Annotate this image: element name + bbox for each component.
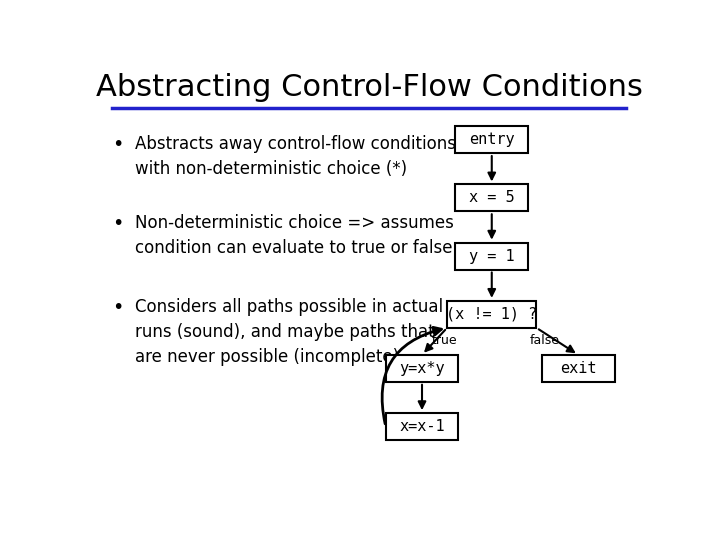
FancyArrowPatch shape (382, 327, 441, 424)
Text: true: true (431, 334, 457, 347)
FancyBboxPatch shape (456, 242, 528, 269)
Text: •: • (112, 298, 124, 316)
FancyBboxPatch shape (447, 301, 536, 328)
Text: •: • (112, 136, 124, 154)
Text: x = 5: x = 5 (469, 191, 515, 205)
Text: x=x-1: x=x-1 (399, 419, 445, 434)
Text: y = 1: y = 1 (469, 248, 515, 264)
FancyBboxPatch shape (456, 184, 528, 211)
Text: exit: exit (560, 361, 596, 376)
Text: Considers all paths possible in actual
runs (sound), and maybe paths that
are ne: Considers all paths possible in actual r… (135, 298, 443, 366)
Text: (x != 1) ?: (x != 1) ? (446, 307, 537, 322)
FancyBboxPatch shape (386, 355, 459, 382)
Text: Abstracting Control-Flow Conditions: Abstracting Control-Flow Conditions (96, 73, 642, 102)
Text: entry: entry (469, 132, 515, 147)
Text: •: • (112, 214, 124, 233)
Text: Non-deterministic choice => assumes
condition can evaluate to true or false: Non-deterministic choice => assumes cond… (135, 214, 454, 258)
Text: Abstracts away control-flow conditions
with non-deterministic choice (*): Abstracts away control-flow conditions w… (135, 136, 456, 179)
Text: y=x*y: y=x*y (399, 361, 445, 376)
FancyBboxPatch shape (456, 126, 528, 153)
Text: false: false (530, 334, 559, 347)
FancyBboxPatch shape (542, 355, 615, 382)
FancyBboxPatch shape (386, 413, 459, 440)
